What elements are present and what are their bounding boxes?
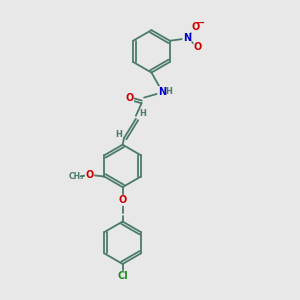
Text: O: O: [118, 195, 127, 205]
Text: O: O: [85, 170, 94, 180]
Text: CH₃: CH₃: [68, 172, 84, 181]
Text: Cl: Cl: [117, 271, 128, 281]
Text: O: O: [191, 22, 199, 32]
Text: O: O: [194, 42, 202, 52]
Text: H: H: [139, 109, 146, 118]
Text: −: −: [197, 18, 205, 28]
Text: H: H: [165, 87, 172, 96]
Text: O: O: [125, 93, 134, 103]
Text: N: N: [183, 33, 191, 43]
Text: N: N: [158, 87, 166, 97]
Text: H: H: [115, 130, 122, 140]
